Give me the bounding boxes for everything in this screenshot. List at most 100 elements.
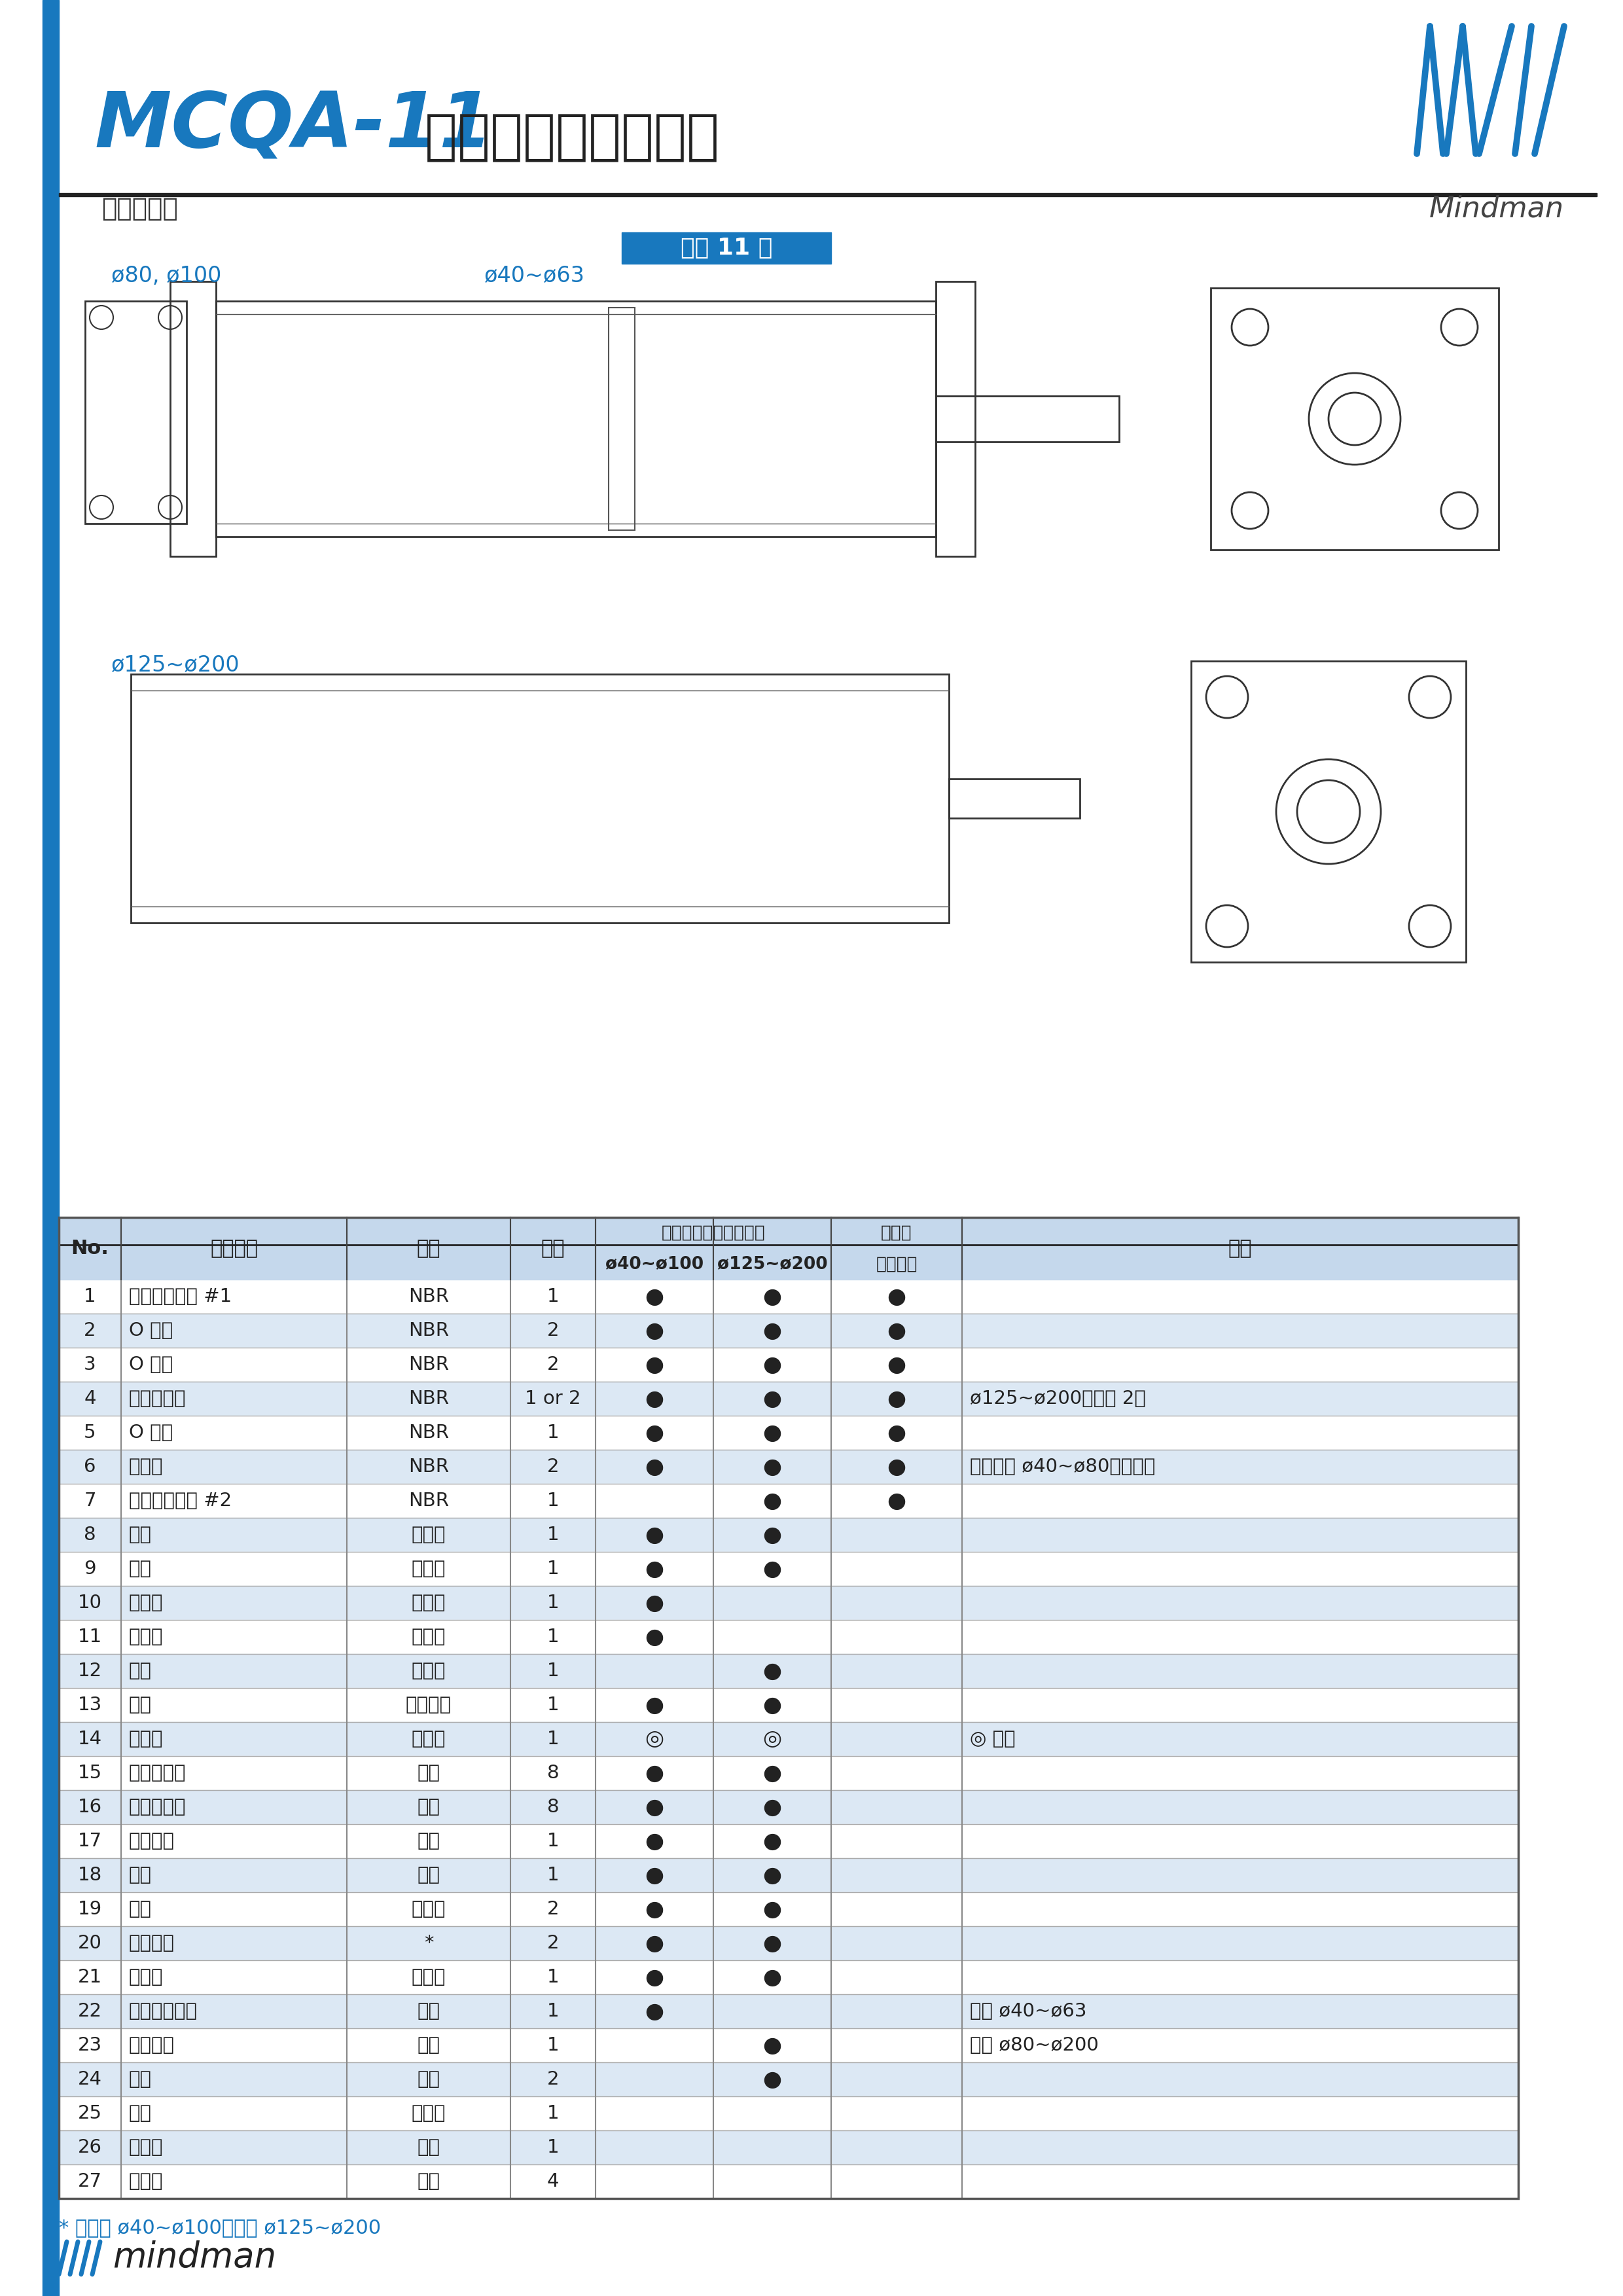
Text: 活塞螺帽: 活塞螺帽 (128, 2037, 175, 2055)
Bar (58, 1926, 1518, 1961)
Text: 碳隄: 碳隄 (417, 1832, 440, 1851)
Text: ø40~ø63: ø40~ø63 (484, 264, 584, 287)
Bar (936, 282, 975, 556)
Text: ●: ● (888, 1286, 906, 1306)
Text: ●: ● (644, 1763, 664, 1784)
Text: ●: ● (644, 1864, 664, 1885)
Text: 1: 1 (547, 1968, 558, 1986)
Bar (58, 1217, 1518, 2200)
Text: ø40~ø100: ø40~ø100 (605, 1256, 703, 1272)
Text: （內含）: （內含） (876, 1256, 917, 1272)
Text: 磁石材: 磁石材 (412, 1729, 446, 1747)
Text: ●: ● (888, 1490, 906, 1511)
Text: ●: ● (888, 1355, 906, 1375)
Text: 單軸 11 型: 單軸 11 型 (680, 236, 773, 259)
Bar (58, 1217, 1518, 1279)
Text: ●: ● (763, 1933, 782, 1954)
Text: 六角承蓋螺栓: 六角承蓋螺栓 (128, 2002, 198, 2020)
Text: 碳隄: 碳隄 (417, 2037, 440, 2055)
Text: 2: 2 (547, 1458, 558, 1476)
Text: ●: ● (763, 1320, 782, 1341)
Text: 活塞桿密封環 #2: 活塞桿密封環 #2 (128, 1492, 232, 1511)
Text: ●: ● (888, 1421, 906, 1444)
Text: 緊緊桿: 緊緊桿 (128, 2172, 164, 2190)
Bar (58, 1722, 1518, 1756)
Text: 1: 1 (547, 1662, 558, 1681)
Bar (949, 778, 1079, 817)
Text: 2: 2 (547, 1355, 558, 1373)
Text: ●: ● (763, 1490, 782, 1511)
Text: ø125~ø200（數量 2）: ø125~ø200（數量 2） (971, 1389, 1146, 1407)
Text: ●: ● (763, 1355, 782, 1375)
Text: 耐磨環: 耐磨環 (128, 1968, 164, 1986)
Text: ●: ● (644, 1559, 664, 1580)
Text: 1: 1 (547, 1288, 558, 1306)
Text: 數量: 數量 (540, 1240, 565, 1258)
Bar (58, 1961, 1518, 1995)
Text: 緊緊桿墊圈: 緊緊桿墊圈 (128, 1798, 187, 1816)
Text: ●: ● (763, 1660, 782, 1681)
Text: *: * (424, 1933, 433, 1952)
Bar (58, 193, 1597, 197)
Text: 碳隄: 碳隄 (417, 1798, 440, 1816)
Text: NBR: NBR (409, 1355, 450, 1373)
Text: ●: ● (763, 1286, 782, 1306)
Text: NBR: NBR (409, 1458, 450, 1476)
Text: mindman: mindman (112, 2241, 276, 2275)
Text: 內部構造及主要零件: 內部構造及主要零件 (406, 110, 719, 163)
Text: ◎: ◎ (644, 1729, 664, 1750)
Text: ø80, ø100: ø80, ø100 (112, 264, 221, 287)
Text: 1: 1 (547, 1525, 558, 1543)
Text: ●: ● (888, 1387, 906, 1410)
Bar (58, 2027, 1518, 2062)
Bar (58, 1348, 1518, 1382)
Text: 21: 21 (78, 1968, 102, 1986)
Text: ●: ● (644, 1355, 664, 1375)
Text: 8: 8 (84, 1525, 96, 1543)
Text: ●: ● (644, 1965, 664, 1988)
Text: ●: ● (763, 1387, 782, 1410)
Text: 1: 1 (547, 1867, 558, 1885)
Text: 19: 19 (78, 1901, 102, 1919)
Text: 15: 15 (78, 1763, 102, 1782)
Text: 1: 1 (547, 2037, 558, 2055)
Text: Mindman: Mindman (1430, 195, 1565, 223)
Text: 材質: 材質 (417, 1240, 440, 1258)
Bar (58, 1313, 1518, 1348)
Text: ●: ● (644, 1626, 664, 1649)
Text: 機套: 機套 (128, 1697, 153, 1715)
Text: 2: 2 (547, 1933, 558, 1952)
Text: ●: ● (763, 1830, 782, 1853)
Text: 墊圈: 墊圈 (128, 1867, 153, 1885)
Text: No.: No. (71, 1240, 109, 1258)
Text: 前活塞: 前活塞 (128, 1593, 164, 1612)
Text: 前蓋: 前蓋 (128, 1525, 153, 1543)
Bar (58, 1823, 1518, 1857)
Text: NBR: NBR (409, 1389, 450, 1407)
Text: 銅合金: 銅合金 (412, 1901, 446, 1919)
Text: 17: 17 (78, 1832, 102, 1851)
Bar (936, 395, 1120, 441)
Text: ●: ● (763, 1694, 782, 1715)
Text: 扛環: 扛環 (128, 2071, 153, 2089)
Text: 4: 4 (547, 2172, 558, 2190)
Text: ●: ● (763, 2034, 782, 2057)
Bar (609, 308, 635, 530)
Text: 24: 24 (78, 2071, 102, 2089)
Text: 22: 22 (78, 2002, 102, 2020)
Text: ◎: ◎ (763, 1729, 782, 1750)
Text: ●: ● (763, 1456, 782, 1479)
Text: 活塞密封環: 活塞密封環 (128, 1389, 187, 1407)
Text: O 型環: O 型環 (128, 1322, 174, 1341)
Text: 活夾桿: 活夾桿 (128, 2138, 164, 2156)
Text: 14: 14 (78, 1729, 102, 1747)
Text: 2: 2 (547, 1322, 558, 1341)
Bar (58, 1892, 1518, 1926)
Bar (84, 301, 187, 523)
Text: 1: 1 (547, 1492, 558, 1511)
Text: 碳隄: 碳隄 (417, 1763, 440, 1782)
Text: ●: ● (763, 1763, 782, 1784)
Text: ●: ● (644, 1830, 664, 1853)
Text: 1: 1 (84, 1288, 96, 1306)
Text: 適用 ø40~ø63: 適用 ø40~ø63 (971, 2002, 1087, 2020)
